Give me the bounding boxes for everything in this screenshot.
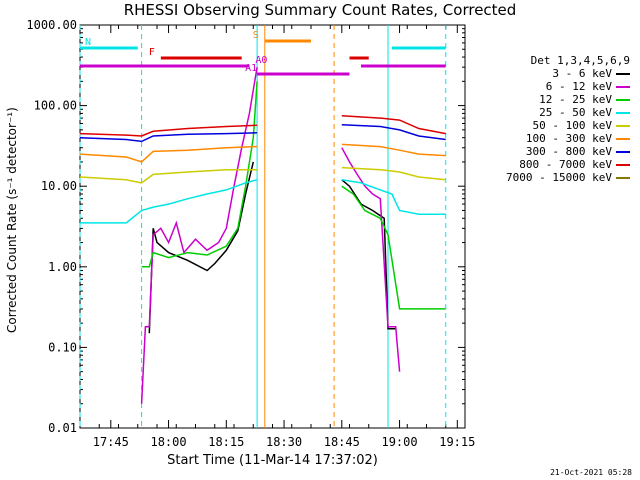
y-tick-label: 100.00: [34, 99, 77, 113]
series-line: [141, 81, 446, 310]
series-line: [140, 66, 401, 404]
legend-entry: 300 - 800 keV: [484, 145, 630, 158]
plot-frame: [79, 24, 466, 429]
flag-label: S: [253, 30, 259, 41]
x-tick-label: 18:45: [324, 435, 360, 449]
legend-entry: 100 - 300 keV: [484, 132, 630, 145]
legend-label: 3 - 6 keV: [552, 67, 612, 80]
x-tick-label: 19:15: [439, 435, 475, 449]
flag-label: N: [85, 37, 91, 48]
legend-label: 25 - 50 keV: [539, 106, 612, 119]
legend-entry: 50 - 100 keV: [484, 119, 630, 132]
legend-entry: 3 - 6 keV: [484, 67, 630, 80]
series-line: [148, 161, 396, 334]
legend-entry: 6 - 12 keV: [484, 80, 630, 93]
legend-label: 12 - 25 keV: [539, 93, 612, 106]
legend-swatch: [616, 86, 630, 88]
flag-label: F: [149, 47, 155, 58]
legend-label: 800 - 7000 keV: [519, 158, 612, 171]
x-tick-label: 18:30: [266, 435, 302, 449]
flag-label: A1: [245, 63, 257, 74]
y-axis-label: Corrected Count Rate (s⁻¹ detector⁻¹): [5, 107, 19, 333]
legend-entry: 7000 - 15000 keV: [484, 171, 630, 184]
legend-label: 6 - 12 keV: [545, 80, 612, 93]
series-line: [79, 114, 446, 137]
legend-entry: 12 - 25 keV: [484, 93, 630, 106]
legend-label: 7000 - 15000 keV: [506, 171, 612, 184]
series-line: [80, 179, 446, 224]
series-line: [79, 143, 446, 163]
legend-label: 300 - 800 keV: [525, 145, 612, 158]
series-line: [79, 123, 446, 143]
legend-swatch: [616, 164, 630, 166]
x-tick-label: 18:00: [150, 435, 186, 449]
legend-swatch: [616, 99, 630, 101]
legend-swatch: [616, 177, 630, 179]
y-tick-label: 1.00: [48, 260, 77, 274]
x-tick-label: 17:45: [93, 435, 129, 449]
y-tick-label: 0.01: [48, 421, 77, 435]
legend-entry: 25 - 50 keV: [484, 106, 630, 119]
footer-timestamp: 21-Oct-2021 05:28: [550, 468, 632, 477]
x-axis-label: Start Time (11-Mar-14 17:37:02): [167, 453, 378, 468]
chart-title: RHESSI Observing Summary Count Rates, Co…: [123, 1, 517, 19]
legend-swatch: [616, 125, 630, 127]
flag-label: A0: [255, 55, 267, 66]
legend-swatch: [616, 73, 630, 75]
legend-swatch: [616, 112, 630, 114]
legend-swatch: [616, 151, 630, 153]
legend: Det 1,3,4,5,6,9 3 - 6 keV 6 - 12 keV 12 - …: [484, 54, 630, 184]
y-tick-label: 0.10: [48, 340, 77, 354]
series-line: [79, 166, 446, 184]
y-tick-label: 1000.00: [26, 18, 77, 32]
x-tick-label: 18:15: [208, 435, 244, 449]
y-tick-label: 10.00: [41, 179, 77, 193]
legend-label: 50 - 100 keV: [532, 119, 612, 132]
legend-title: Det 1,3,4,5,6,9: [530, 54, 630, 67]
legend-swatch: [616, 138, 630, 140]
legend-label: 100 - 300 keV: [525, 132, 612, 145]
legend-entry: 800 - 7000 keV: [484, 158, 630, 171]
x-tick-label: 19:00: [381, 435, 417, 449]
